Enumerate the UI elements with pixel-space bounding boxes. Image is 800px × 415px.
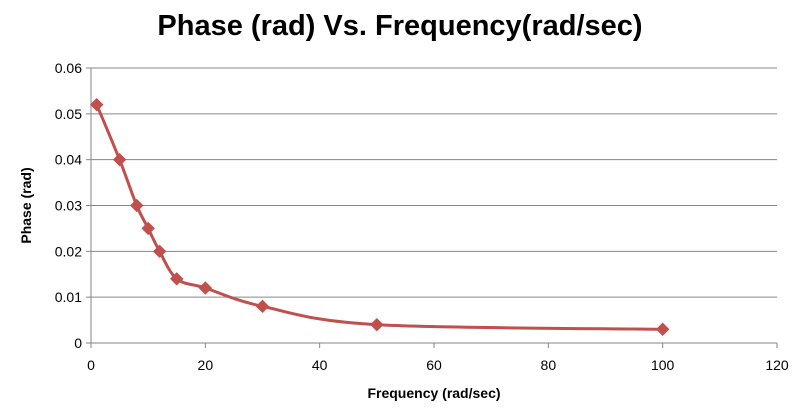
chart-title: Phase (rad) Vs. Frequency(rad/sec) bbox=[157, 10, 643, 42]
y-tick-label: 0 bbox=[74, 335, 82, 351]
x-tick-label: 120 bbox=[765, 357, 789, 373]
y-tick-label: 0.04 bbox=[55, 152, 82, 168]
y-tick-label: 0.03 bbox=[55, 198, 82, 214]
data-point-marker bbox=[198, 281, 213, 295]
y-axis-title: Phase (rad) bbox=[18, 167, 34, 243]
x-tick-labels: 0 20 40 60 80 100 120 bbox=[87, 357, 789, 373]
data-point-marker bbox=[90, 97, 104, 112]
axes bbox=[86, 67, 778, 348]
x-tick-label: 0 bbox=[87, 357, 95, 373]
x-axis-title: Frequency (rad/sec) bbox=[367, 385, 500, 401]
x-tick-label: 80 bbox=[541, 357, 557, 373]
gridlines bbox=[91, 67, 777, 298]
series bbox=[90, 97, 670, 336]
x-tick-label: 100 bbox=[651, 357, 675, 373]
data-point-marker bbox=[655, 322, 670, 336]
series-line bbox=[95, 104, 663, 331]
y-tick-label: 0.06 bbox=[55, 60, 82, 76]
x-tick-label: 20 bbox=[198, 357, 214, 373]
data-point-marker bbox=[255, 299, 270, 314]
x-tick-label: 40 bbox=[312, 357, 328, 373]
data-point-marker bbox=[370, 317, 384, 332]
y-tick-label: 0.01 bbox=[55, 289, 82, 305]
data-point-marker bbox=[152, 244, 167, 259]
data-point-marker bbox=[130, 198, 144, 213]
x-tick-label: 60 bbox=[426, 357, 442, 373]
y-tick-labels: 0 0.01 0.02 0.03 0.04 0.05 0.06 bbox=[55, 60, 82, 351]
y-tick-label: 0.05 bbox=[55, 106, 82, 122]
data-point-marker bbox=[112, 152, 127, 167]
y-tick-label: 0.02 bbox=[55, 243, 82, 259]
data-point-marker bbox=[141, 221, 155, 236]
data-point-marker bbox=[170, 272, 184, 286]
